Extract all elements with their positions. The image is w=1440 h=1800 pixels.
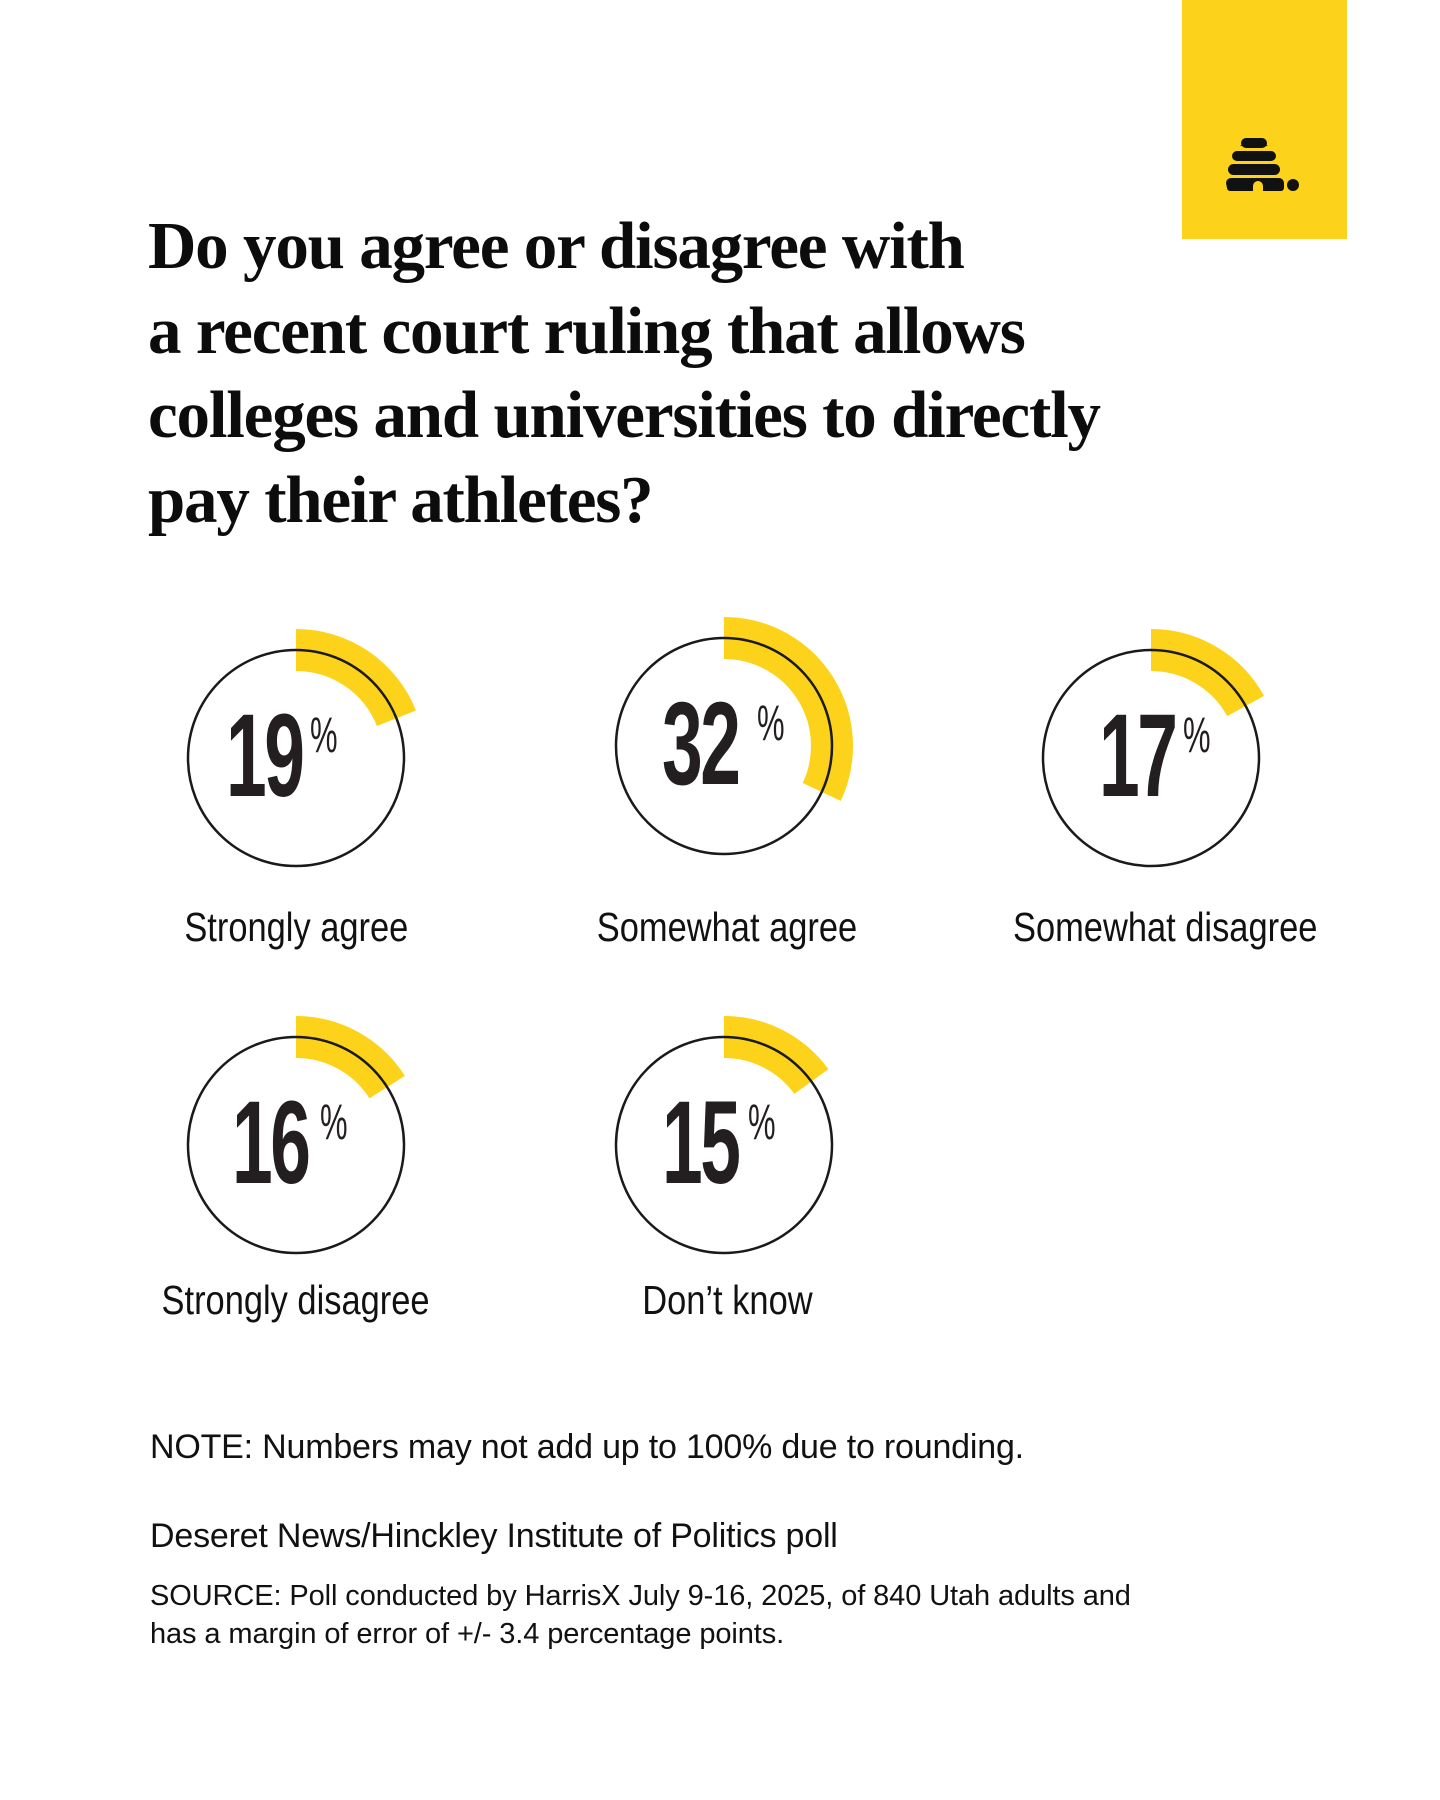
label-somewhat-agree: Somewhat agree <box>596 904 858 950</box>
label-somewhat-disagree: Somewhat disagree <box>1012 904 1318 950</box>
ring-chart <box>614 1016 834 1255</box>
source-line: SOURCE: Poll conducted by HarrisX July 9… <box>150 1580 1131 1612</box>
percentage-arc <box>295 1016 405 1099</box>
label-dont-know: Don’t know <box>641 1277 813 1323</box>
source-line: has a margin of error of +/- 3.4 percent… <box>150 1617 785 1650</box>
poll-name: Deseret News/Hinckley Institute of Polit… <box>150 1517 838 1555</box>
label-strongly-agree: Strongly agree <box>183 904 408 950</box>
percentage-value: 19 % <box>226 690 338 822</box>
donut-somewhat-disagree: 17 % <box>1001 608 1301 908</box>
percentage-arc <box>723 1016 829 1095</box>
ring-outline <box>614 1035 834 1255</box>
percentage-value: 32 % <box>662 678 785 810</box>
ring-chart <box>186 629 416 868</box>
question-title: Do you agree or disagree with a recent c… <box>148 204 1268 542</box>
label-strongly-disagree: Strongly disagree <box>161 1277 431 1323</box>
donut-somewhat-agree: 32 % <box>574 596 874 896</box>
percentage-value: 15 % <box>662 1077 776 1209</box>
beehive-logo-icon <box>1226 138 1299 191</box>
title-line: Do you agree or disagree with <box>148 209 965 283</box>
ring-chart <box>614 617 853 856</box>
brand-logo-box <box>1182 0 1347 239</box>
percentage-value: 16 % <box>232 1077 348 1209</box>
donut-strongly-disagree: 16 % <box>146 995 446 1295</box>
title-line: a recent court ruling that allows <box>148 293 1026 368</box>
ring-outline <box>186 1035 406 1255</box>
percentage-value: 17 % <box>1099 690 1211 822</box>
title-line: colleges and universities to directly <box>148 378 1101 452</box>
ring-outline <box>614 636 834 856</box>
ring-chart <box>1041 629 1265 868</box>
source-note: SOURCE: Poll conducted by HarrisX July 9… <box>150 1578 1131 1653</box>
ring-chart <box>186 1016 406 1255</box>
ring-outline <box>186 648 406 868</box>
ring-outline <box>1041 648 1261 868</box>
rounding-note: NOTE: Numbers may not add up to 100% due… <box>150 1428 1024 1466</box>
title-line: pay their athletes? <box>148 462 654 537</box>
donut-strongly-agree: 19 % <box>146 608 446 908</box>
donut-dont-know: 15 % <box>574 995 874 1295</box>
